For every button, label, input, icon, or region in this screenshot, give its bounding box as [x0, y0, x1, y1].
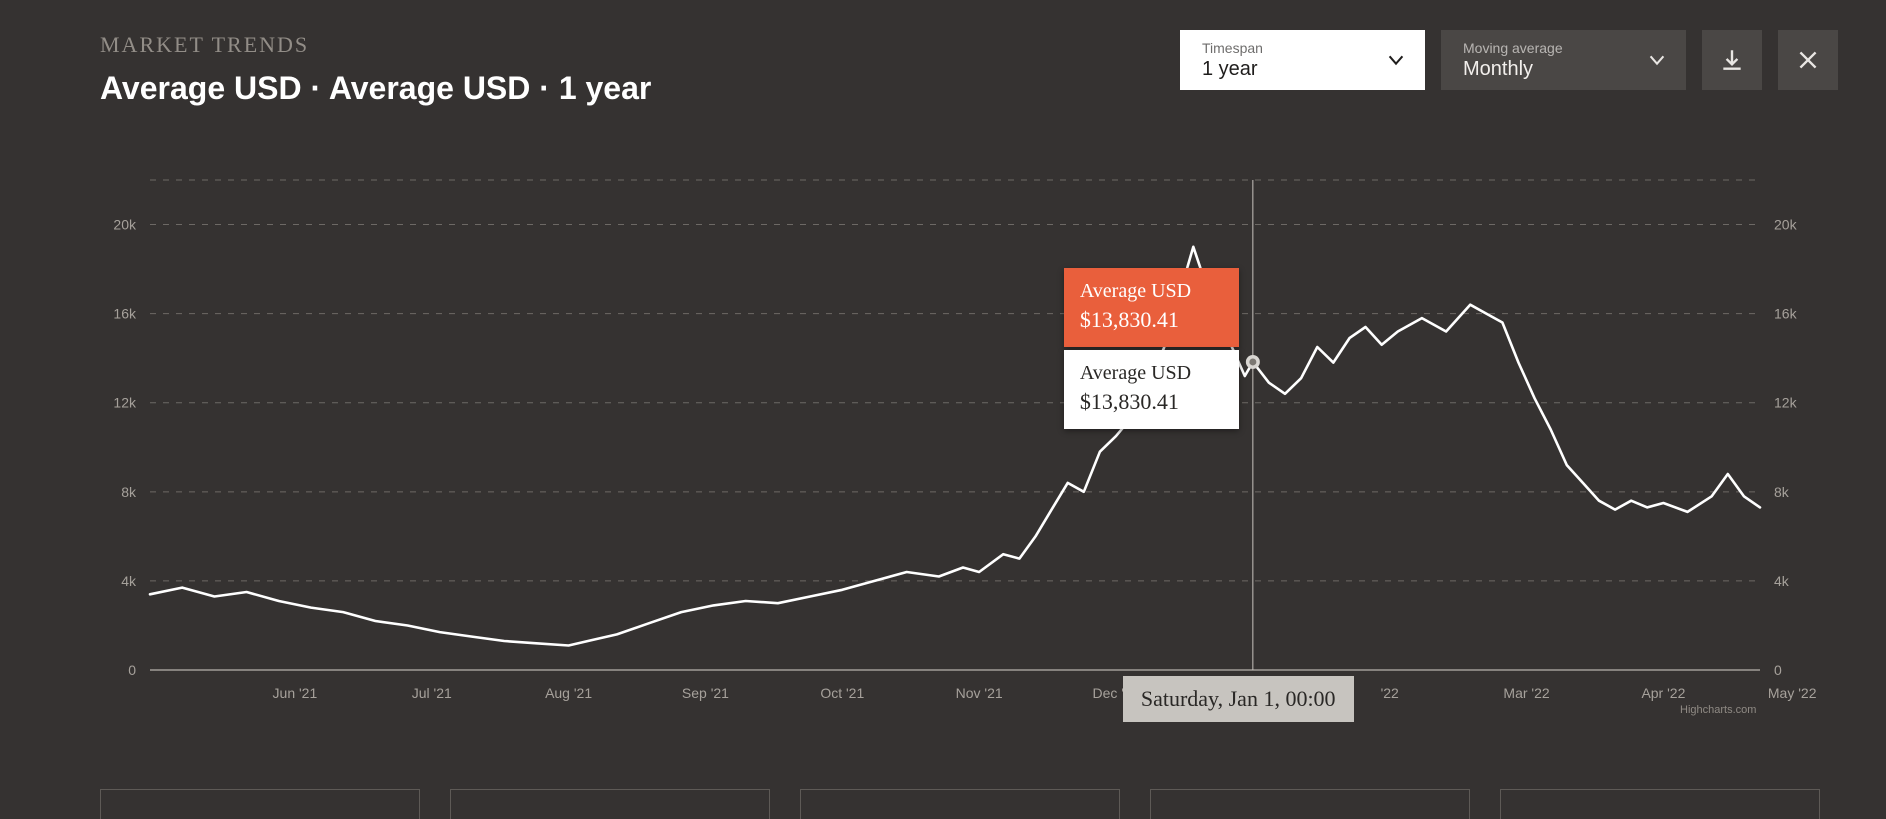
svg-text:0: 0: [128, 662, 136, 678]
summary-card[interactable]: [800, 789, 1120, 819]
svg-text:Mar '22: Mar '22: [1503, 685, 1549, 701]
timespan-select[interactable]: Timespan 1 year: [1180, 30, 1425, 90]
svg-text:16k: 16k: [1774, 306, 1798, 322]
crosshair-date-flag: Saturday, Jan 1, 00:00: [1123, 676, 1354, 722]
close-button[interactable]: [1778, 30, 1838, 90]
svg-text:20k: 20k: [113, 217, 137, 233]
page-eyebrow: MARKET TRENDS: [100, 32, 309, 58]
svg-text:Nov '21: Nov '21: [956, 685, 1003, 701]
svg-text:12k: 12k: [1774, 395, 1798, 411]
svg-text:8k: 8k: [121, 484, 137, 500]
download-icon: [1719, 47, 1745, 73]
svg-text:Sep '21: Sep '21: [682, 685, 729, 701]
svg-text:May '22: May '22: [1768, 685, 1817, 701]
download-button[interactable]: [1702, 30, 1762, 90]
svg-text:4k: 4k: [1774, 573, 1790, 589]
timespan-label: Timespan: [1202, 41, 1263, 55]
close-icon: [1795, 47, 1821, 73]
svg-text:Jul '21: Jul '21: [412, 685, 452, 701]
moving-average-value: Monthly: [1463, 59, 1563, 79]
svg-text:16k: 16k: [113, 306, 137, 322]
page-title: Average USD · Average USD · 1 year: [100, 70, 651, 107]
svg-text:12k: 12k: [113, 395, 137, 411]
chevron-down-icon: [1385, 49, 1407, 71]
summary-card[interactable]: [1500, 789, 1820, 819]
chart-credits: Highcharts.com: [1680, 704, 1756, 716]
chevron-down-icon: [1646, 49, 1668, 71]
summary-card[interactable]: [1150, 789, 1470, 819]
tooltip-primary: Average USD$13,830.41: [1064, 268, 1239, 347]
price-chart[interactable]: 0 0 4k 4k 8k 8k 12k 12k 16k 16k 20k 20k Jun '21 Jul '…: [100, 180, 1820, 700]
timespan-value: 1 year: [1202, 59, 1263, 79]
moving-average-label: Moving average: [1463, 41, 1563, 55]
chart-controls: Timespan 1 year Moving average Monthly: [1180, 30, 1838, 90]
svg-text:Jun '21: Jun '21: [273, 685, 318, 701]
svg-text:Apr '22: Apr '22: [1641, 685, 1685, 701]
tooltip-secondary: Average USD$13,830.41: [1064, 350, 1239, 429]
svg-text:'22: '22: [1381, 685, 1399, 701]
svg-text:8k: 8k: [1774, 484, 1790, 500]
svg-text:4k: 4k: [121, 573, 137, 589]
svg-text:Aug '21: Aug '21: [545, 685, 592, 701]
summary-card[interactable]: [450, 789, 770, 819]
svg-text:0: 0: [1774, 662, 1782, 678]
summary-cards-row: [100, 789, 1820, 819]
moving-average-select[interactable]: Moving average Monthly: [1441, 30, 1686, 90]
svg-text:Oct '21: Oct '21: [820, 685, 864, 701]
svg-text:20k: 20k: [1774, 217, 1798, 233]
summary-card[interactable]: [100, 789, 420, 819]
